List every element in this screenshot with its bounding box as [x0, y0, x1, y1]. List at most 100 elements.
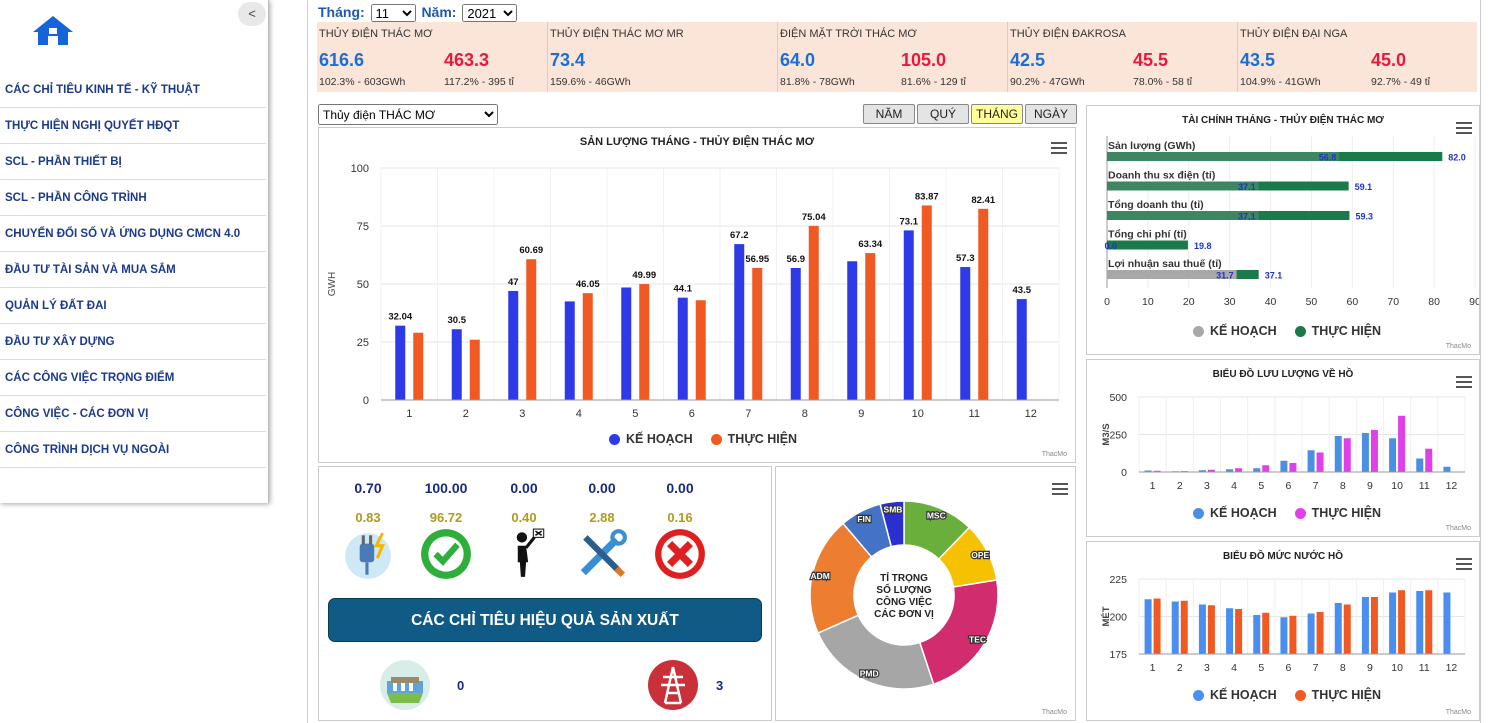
chart-menu-icon[interactable] — [1456, 376, 1472, 388]
sidebar-item-dich-vu-ngoai[interactable]: CÔNG TRÌNH DỊCH VỤ NGOÀI — [0, 432, 266, 468]
plan-bar — [1144, 599, 1152, 654]
plan-bar — [1416, 458, 1424, 472]
power-tower-icon[interactable] — [647, 659, 699, 711]
sidebar-item-trong-diem[interactable]: CÁC CÔNG VIỆC TRỌNG ĐIỂM — [0, 360, 266, 396]
legend-plan[interactable]: KẾ HOẠCH — [1193, 688, 1277, 702]
x-tick-label: 80 — [1428, 296, 1440, 308]
category-label: Doanh thu sx điện (tỉ) — [1108, 170, 1215, 182]
home-icon[interactable] — [30, 14, 76, 46]
x-tick-label: 5 — [632, 408, 638, 420]
chart-menu-icon[interactable] — [1052, 483, 1068, 495]
legend-plan-marker — [609, 434, 620, 445]
x-tick-label: 1 — [1150, 662, 1156, 674]
chart-menu-icon[interactable] — [1456, 122, 1472, 134]
actual-bar — [1107, 240, 1188, 250]
tab-day[interactable]: NGÀY — [1025, 104, 1077, 124]
legend-plan-label: KẾ HOẠCH — [1210, 688, 1277, 702]
check-seal-icon[interactable] — [419, 527, 473, 581]
legend-plan[interactable]: KẾ HOẠCH — [609, 432, 693, 446]
legend-plan[interactable]: KẾ HOẠCH — [1193, 324, 1277, 338]
legend-actual[interactable]: THỰC HIỆN — [1294, 324, 1382, 338]
sidebar-item-scl-cong-trinh[interactable]: SCL - PHẦN CÔNG TRÌNH — [0, 180, 266, 216]
actual-bar — [1235, 468, 1243, 472]
plan-bar — [395, 325, 406, 400]
plan-bar — [677, 297, 688, 400]
kpi-output-sub: 104.9% - 41GWh — [1240, 76, 1321, 88]
data-label: 32.04 — [388, 312, 412, 323]
kpi-revenue-sub: 78.0% - 58 tỉ — [1133, 76, 1192, 88]
year-select[interactable]: 2021 — [462, 4, 518, 23]
kpi-mat-troi[interactable]: ĐIỆN MẶT TRỜI THÁC MƠ 64.0 81.8% - 78GWh… — [777, 22, 1007, 92]
donut-center-label: SỐ LƯỢNG — [876, 582, 931, 596]
sidebar-item-nghi-quyet[interactable]: THỰC HIỆN NGHỊ QUYẾT HĐQT — [0, 108, 266, 144]
x-tick-label: 10 — [1391, 662, 1403, 674]
legend-actual[interactable]: THỰC HIỆN — [710, 432, 797, 446]
plan-bar — [1334, 436, 1342, 472]
data-label: 67.2 — [730, 230, 749, 241]
chart-menu-icon[interactable] — [1456, 558, 1472, 570]
donut-center-label: TỈ TRỌNG — [880, 571, 928, 584]
actual-bar — [639, 284, 650, 400]
tools-icon[interactable] — [575, 527, 629, 581]
chart-legend: KẾ HOẠCH THỰC HIỆN — [1193, 506, 1399, 520]
plan-bar — [1389, 438, 1397, 472]
y-tick-label: 225 — [1109, 574, 1127, 586]
sidebar-item-xay-dung[interactable]: ĐẦU TƯ XÂY DỰNG — [0, 324, 266, 360]
y-tick-label: 500 — [1109, 392, 1127, 404]
kpi-output-sub: 159.6% - 46GWh — [550, 76, 631, 88]
tab-month[interactable]: THÁNG — [971, 104, 1023, 124]
kpi-output-sub: 102.3% - 603GWh — [319, 76, 406, 88]
production-efficiency-button[interactable]: CÁC CHỈ TIÊU HIỆU QUẢ SẢN XUẤT — [328, 598, 762, 642]
plan-bar — [1171, 601, 1179, 654]
dam-icon[interactable] — [379, 659, 431, 711]
sidebar-item-chuyen-doi-so[interactable]: CHUYỂN ĐỔI SỐ VÀ ỨNG DỤNG CMCN 4.0 — [0, 216, 266, 252]
kpi-dai-nga[interactable]: THỦY ĐIỆN ĐẠI NGA 43.5 104.9% - 41GWh 45… — [1237, 22, 1477, 92]
data-label: 56.95 — [745, 254, 769, 265]
legend-actual[interactable]: THỰC HIỆN — [1294, 688, 1381, 702]
sidebar-item-don-vi[interactable]: CÔNG VIỆC - CÁC ĐƠN VỊ — [0, 396, 266, 432]
actual-bar — [469, 339, 480, 400]
tab-year[interactable]: NĂM — [863, 104, 915, 124]
plan-value-label: 31.7 — [1216, 271, 1234, 281]
tab-quarter[interactable]: QUÝ — [917, 104, 969, 124]
chart-title: TÀI CHÍNH THÁNG - THỦY ĐIỆN THÁC MƠ — [1182, 115, 1384, 126]
person-flag-icon[interactable] — [497, 527, 551, 581]
sidebar-item-dau-tu-tai-san[interactable]: ĐẦU TƯ TÀI SẢN VÀ MUA SẮM — [0, 252, 266, 288]
donut-center-label: CÁC ĐƠN VỊ — [874, 607, 934, 620]
electric-plug-icon[interactable] — [341, 527, 395, 581]
sidebar-item-dat-dai[interactable]: QUẢN LÝ ĐẤT ĐAI — [0, 288, 266, 324]
x-tick-label: 1 — [406, 408, 412, 420]
sidebar-item-scl-thiet-bi[interactable]: SCL - PHẦN THIẾT BỊ — [0, 144, 266, 180]
actual-bar — [526, 259, 537, 400]
kpi-thac-mo-mr[interactable]: THỦY ĐIỆN THÁC MƠ MR 73.4 159.6% - 46GWh — [547, 22, 777, 92]
kpi-revenue-value: 45.5 — [1133, 50, 1169, 70]
actual-bar — [1289, 615, 1297, 654]
legend-plan-label: KẾ HOẠCH — [1210, 506, 1277, 520]
actual-bar — [582, 293, 593, 400]
plant-select[interactable]: Thủy điện THÁC MƠ — [318, 104, 498, 125]
actual-value-label: 59.1 — [1355, 182, 1373, 192]
legend-actual[interactable]: THỰC HIỆN — [1294, 506, 1381, 520]
indicator-target-value: 0.70 — [354, 480, 382, 496]
x-tick-label: 90 — [1469, 296, 1479, 308]
chart-legend: KẾ HOẠCH THỰC HIỆN — [1193, 688, 1399, 702]
legend-plan[interactable]: KẾ HOẠCH — [1193, 506, 1277, 520]
sidebar-collapse-button[interactable]: < — [238, 2, 266, 26]
plan-bar — [903, 230, 914, 400]
x-tick-label: 7 — [745, 408, 751, 420]
kpi-thac-mo[interactable]: THỦY ĐIỆN THÁC MƠ 616.6 102.3% - 603GWh … — [317, 22, 547, 92]
plan-bar — [847, 261, 858, 400]
month-select[interactable]: 11 — [370, 4, 416, 23]
x-tick-label: 8 — [1340, 662, 1346, 674]
kpi-dakrosa[interactable]: THỦY ĐIỆN ĐAKROSA 42.5 90.2% - 47GWh 45.… — [1007, 22, 1237, 92]
actual-bar — [1207, 469, 1215, 472]
plan-bar — [1334, 603, 1342, 654]
actual-bar — [1107, 152, 1443, 161]
red-x-icon[interactable] — [653, 527, 707, 581]
y-tick-label: 200 — [1109, 612, 1127, 624]
sidebar-item-ky-thuat[interactable]: CÁC CHỈ TIÊU KINH TẾ - KỸ THUẬT — [0, 72, 266, 108]
legend-actual-label: THỰC HIỆN — [1311, 324, 1382, 338]
plan-value-label: 37.1 — [1238, 182, 1256, 192]
chart-menu-icon[interactable] — [1051, 142, 1067, 154]
